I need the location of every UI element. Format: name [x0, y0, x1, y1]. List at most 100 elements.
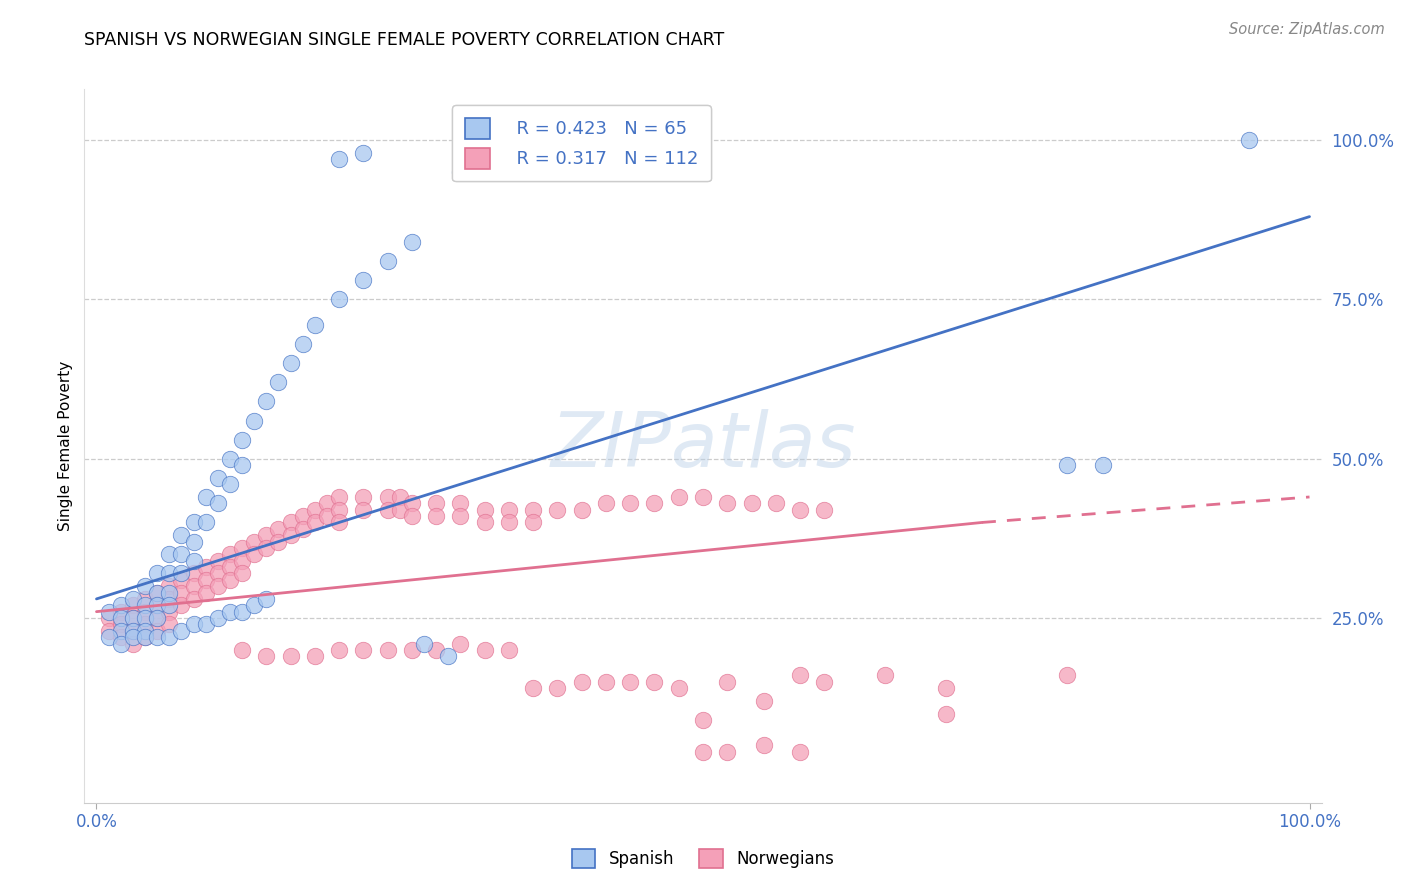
Point: [716, 745, 738, 759]
Point: [425, 496, 447, 510]
Point: [352, 145, 374, 160]
Point: [546, 502, 568, 516]
Point: [207, 579, 229, 593]
Point: [352, 502, 374, 516]
Point: [170, 573, 193, 587]
Point: [110, 630, 132, 644]
Point: [157, 630, 180, 644]
Point: [449, 496, 471, 510]
Text: ZIPatlas: ZIPatlas: [550, 409, 856, 483]
Point: [316, 509, 339, 524]
Point: [388, 502, 411, 516]
Point: [219, 573, 242, 587]
Point: [157, 579, 180, 593]
Point: [716, 496, 738, 510]
Point: [401, 235, 423, 249]
Point: [170, 566, 193, 581]
Point: [207, 471, 229, 485]
Point: [280, 649, 302, 664]
Point: [716, 674, 738, 689]
Point: [122, 599, 145, 613]
Text: SPANISH VS NORWEGIAN SINGLE FEMALE POVERTY CORRELATION CHART: SPANISH VS NORWEGIAN SINGLE FEMALE POVER…: [84, 31, 724, 49]
Point: [1237, 133, 1260, 147]
Point: [474, 516, 496, 530]
Point: [474, 153, 496, 167]
Point: [668, 681, 690, 695]
Point: [146, 599, 169, 613]
Point: [134, 605, 156, 619]
Point: [146, 585, 169, 599]
Point: [110, 605, 132, 619]
Point: [183, 617, 205, 632]
Point: [619, 674, 641, 689]
Point: [873, 668, 896, 682]
Point: [291, 522, 314, 536]
Point: [243, 413, 266, 427]
Point: [146, 630, 169, 644]
Point: [243, 599, 266, 613]
Point: [231, 554, 253, 568]
Point: [377, 643, 399, 657]
Point: [304, 649, 326, 664]
Point: [328, 293, 350, 307]
Point: [243, 534, 266, 549]
Point: [280, 356, 302, 370]
Point: [243, 547, 266, 561]
Point: [231, 458, 253, 472]
Point: [449, 636, 471, 650]
Point: [328, 502, 350, 516]
Point: [219, 547, 242, 561]
Point: [254, 394, 277, 409]
Point: [97, 611, 120, 625]
Point: [146, 566, 169, 581]
Point: [595, 674, 617, 689]
Point: [741, 496, 763, 510]
Point: [328, 516, 350, 530]
Point: [304, 502, 326, 516]
Point: [413, 636, 436, 650]
Point: [122, 611, 145, 625]
Point: [267, 522, 290, 536]
Point: [157, 566, 180, 581]
Point: [122, 624, 145, 638]
Point: [122, 636, 145, 650]
Point: [377, 502, 399, 516]
Point: [377, 490, 399, 504]
Point: [183, 566, 205, 581]
Point: [170, 528, 193, 542]
Point: [522, 516, 544, 530]
Point: [183, 534, 205, 549]
Point: [97, 605, 120, 619]
Point: [134, 630, 156, 644]
Point: [122, 611, 145, 625]
Point: [134, 599, 156, 613]
Point: [267, 534, 290, 549]
Point: [183, 579, 205, 593]
Point: [134, 630, 156, 644]
Point: [668, 490, 690, 504]
Point: [194, 490, 217, 504]
Point: [522, 681, 544, 695]
Point: [170, 585, 193, 599]
Point: [157, 617, 180, 632]
Point: [291, 337, 314, 351]
Point: [170, 624, 193, 638]
Point: [935, 706, 957, 721]
Point: [692, 490, 714, 504]
Point: [254, 591, 277, 606]
Point: [134, 579, 156, 593]
Point: [146, 585, 169, 599]
Point: [122, 630, 145, 644]
Point: [352, 490, 374, 504]
Point: [110, 611, 132, 625]
Point: [352, 643, 374, 657]
Point: [134, 591, 156, 606]
Point: [157, 591, 180, 606]
Text: Source: ZipAtlas.com: Source: ZipAtlas.com: [1229, 22, 1385, 37]
Point: [194, 560, 217, 574]
Point: [146, 624, 169, 638]
Point: [97, 630, 120, 644]
Point: [328, 490, 350, 504]
Point: [231, 566, 253, 581]
Point: [1056, 458, 1078, 472]
